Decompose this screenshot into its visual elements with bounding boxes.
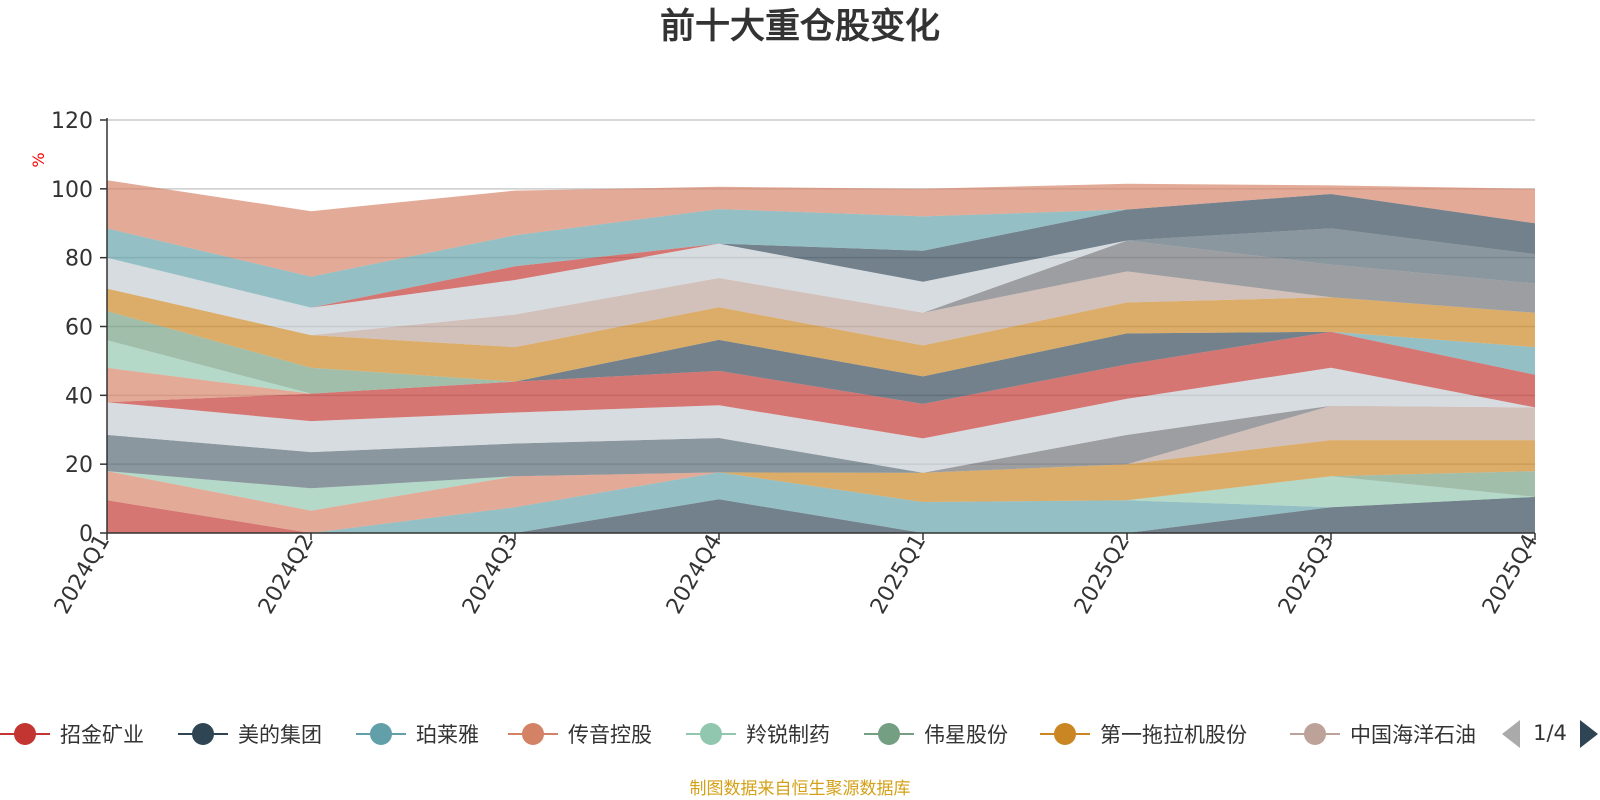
legend-page-indicator: 1/4 [1533, 721, 1567, 745]
x-tick-label-5: 2025Q2 [1070, 530, 1135, 618]
legend-item-0[interactable]: 招金矿业 [0, 723, 144, 747]
legend-marker-3 [522, 723, 544, 745]
y-tick-label-4: 80 [65, 247, 93, 272]
legend-item-1[interactable]: 美的集团 [178, 723, 322, 747]
x-tick-label-2: 2024Q3 [458, 530, 523, 618]
legend-label-5: 伟星股份 [924, 723, 1008, 747]
legend-label-4: 羚锐制药 [746, 723, 830, 747]
legend-marker-5 [878, 723, 900, 745]
area-series-25 [107, 180, 1535, 277]
legend-marker-0 [14, 723, 36, 745]
area-series-23 [107, 194, 1535, 308]
legend-label-0: 招金矿业 [60, 723, 144, 747]
legend-pager: 1/4 [1502, 720, 1598, 748]
area-series-14 [107, 331, 1535, 403]
y-tick-label-0: 0 [79, 522, 93, 547]
y-axis-ticks: 0 20 40 60 80 100 120 [51, 109, 107, 547]
legend-label-6: 第一拖拉机股份 [1100, 723, 1247, 747]
triangle-right-icon[interactable] [1580, 720, 1598, 748]
legend-item-3[interactable]: 传音控股 [508, 723, 652, 747]
chart-title: 前十大重仓股变化 [660, 7, 940, 47]
legend-marker-4 [700, 723, 722, 745]
area-series-3 [107, 471, 1535, 533]
y-tick-label-5: 100 [51, 178, 93, 203]
area-series-19 [107, 240, 1535, 336]
legend-item-6[interactable]: 第一拖拉机股份 [1040, 723, 1247, 747]
area-series-12 [107, 331, 1535, 404]
triangle-left-icon[interactable] [1502, 720, 1520, 748]
area-series-18 [107, 271, 1535, 348]
y-tick-label-6: 120 [51, 109, 93, 134]
x-axis-ticks: 2024Q1 2024Q2 2024Q3 2024Q4 2025Q1 2025Q2 2025… [50, 530, 1543, 618]
legend-label-3: 传音控股 [568, 723, 652, 747]
legend-marker-6 [1054, 723, 1076, 745]
legend-item-2[interactable]: 珀莱雅 [356, 723, 479, 747]
legend-marker-2 [370, 723, 392, 745]
area-series-1 [107, 496, 1535, 533]
area-series-4 [107, 471, 1535, 511]
stacked-areas [107, 180, 1535, 533]
x-tick-label-4: 2025Q1 [866, 530, 931, 618]
y-tick-label-2: 40 [65, 384, 93, 409]
y-tick-label-1: 20 [65, 453, 93, 478]
data-source-note: 制图数据来自恒生聚源数据库 [690, 779, 911, 799]
area-series-20 [107, 228, 1535, 336]
area-series-6 [107, 440, 1535, 502]
legend-item-5[interactable]: 伟星股份 [864, 723, 1008, 747]
area-series-13 [107, 331, 1535, 403]
area-series-9 [107, 405, 1535, 489]
area-series-11 [107, 331, 1535, 439]
y-axis-unit: % [29, 152, 48, 167]
legend[interactable]: 招金矿业 美的集团 珀莱雅 传音控股 羚锐制药 伟星股份 第一拖拉机股份 中国海洋石油 [0, 723, 1476, 747]
area-series-10 [107, 367, 1535, 473]
legend-marker-1 [192, 723, 214, 745]
x-tick-label-6: 2025Q3 [1274, 530, 1339, 618]
x-tick-label-1: 2024Q2 [254, 530, 319, 618]
y-tick-label-3: 60 [65, 316, 93, 341]
area-series-17 [107, 288, 1535, 382]
legend-item-4[interactable]: 羚锐制药 [686, 723, 830, 747]
legend-label-1: 美的集团 [238, 723, 322, 747]
area-series-2 [107, 472, 1535, 533]
area-series-21 [107, 228, 1535, 336]
x-tick-label-7: 2025Q4 [1478, 530, 1543, 618]
area-series-0 [107, 500, 1535, 533]
legend-label-2: 珀莱雅 [416, 723, 479, 747]
legend-label-7: 中国海洋石油 [1350, 723, 1476, 747]
area-series-24 [107, 194, 1535, 308]
x-tick-label-3: 2024Q4 [662, 530, 727, 618]
legend-marker-7 [1304, 723, 1326, 745]
area-series-7 [107, 405, 1535, 489]
legend-item-7[interactable]: 中国海洋石油 [1290, 723, 1476, 747]
